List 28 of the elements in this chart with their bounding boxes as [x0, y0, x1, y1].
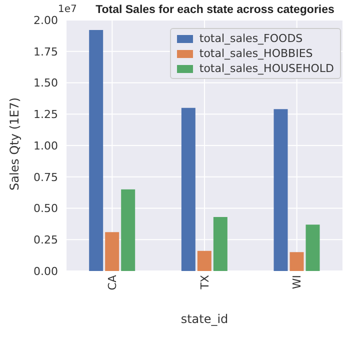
text: 1e7	[58, 4, 77, 15]
y-tick-label: 2.00	[34, 14, 58, 27]
bar	[197, 250, 212, 271]
bar	[306, 224, 320, 271]
legend-label: total_sales_FOODS	[199, 31, 303, 46]
chart-title: Total Sales for each state across categories	[94, 4, 336, 16]
x-tick-label: CA	[106, 274, 119, 290]
y-tick-label: 0.00	[34, 264, 58, 278]
x-axis-title: state_id	[180, 312, 228, 326]
y-tick-label: 1.25	[34, 108, 58, 122]
bar	[121, 189, 136, 271]
x-tick-label: TX	[198, 274, 212, 290]
y-tick-label: 0.50	[34, 202, 58, 216]
bar	[274, 109, 288, 271]
bar	[181, 108, 196, 271]
legend-label: total_sales_HOUSEHOLD	[199, 61, 334, 76]
bar	[105, 232, 120, 271]
x-tick-label: WI	[290, 275, 304, 290]
bar	[290, 252, 304, 271]
y-axis-title: Sales Qty (1E7)	[7, 97, 22, 190]
y-tick-label: 0.75	[34, 170, 58, 184]
bar	[213, 217, 228, 271]
y-tick-label: 1.50	[34, 76, 58, 90]
y-tick-label: 1.75	[34, 45, 58, 58]
legend-label: total_sales_HOBBIES	[199, 46, 313, 61]
bar	[89, 30, 104, 271]
y-tick-label: 0.25	[34, 234, 58, 247]
y-tick-label: 1.00	[34, 139, 58, 152]
